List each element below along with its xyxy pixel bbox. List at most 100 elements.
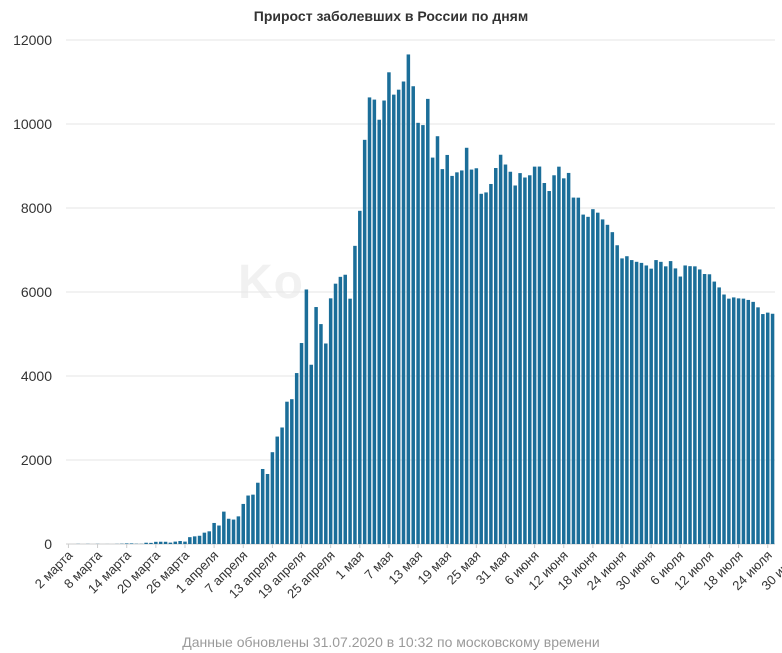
bar[interactable] (144, 542, 148, 544)
bar[interactable] (756, 307, 760, 544)
bar[interactable] (207, 531, 212, 544)
bar[interactable] (600, 219, 605, 545)
bar[interactable] (212, 522, 216, 544)
bar[interactable] (494, 168, 498, 544)
bar[interactable] (333, 283, 338, 544)
bar[interactable] (377, 119, 381, 544)
bar[interactable] (629, 260, 634, 544)
bar[interactable] (217, 525, 221, 544)
bar[interactable] (615, 245, 619, 544)
bar[interactable] (226, 518, 231, 544)
bar[interactable] (644, 265, 649, 544)
bar[interactable] (518, 173, 522, 544)
bar[interactable] (173, 541, 178, 544)
bar[interactable] (168, 542, 173, 544)
bar[interactable] (416, 122, 420, 544)
bar[interactable] (256, 482, 260, 544)
bar[interactable] (693, 266, 697, 544)
bar[interactable] (241, 503, 246, 544)
bar[interactable] (591, 209, 595, 544)
bar[interactable] (625, 256, 629, 544)
bar[interactable] (401, 81, 406, 545)
bar[interactable] (765, 312, 770, 544)
bar[interactable] (542, 183, 547, 544)
bar[interactable] (328, 298, 333, 544)
bar[interactable] (445, 154, 449, 544)
bar[interactable] (722, 294, 726, 544)
bar[interactable] (727, 298, 731, 544)
bar[interactable] (367, 97, 372, 544)
bar[interactable] (197, 535, 202, 544)
bar[interactable] (552, 175, 556, 544)
bar[interactable] (183, 541, 187, 544)
bar[interactable] (770, 313, 775, 544)
bar[interactable] (610, 232, 615, 544)
bar[interactable] (513, 185, 517, 545)
bar[interactable] (634, 261, 639, 544)
bar[interactable] (746, 299, 751, 544)
bar[interactable] (309, 364, 313, 544)
bar[interactable] (464, 147, 469, 544)
bar[interactable] (596, 212, 600, 544)
bar[interactable] (450, 175, 454, 544)
bar[interactable] (668, 261, 673, 544)
bar[interactable] (290, 399, 294, 544)
bar[interactable] (188, 537, 192, 544)
bar[interactable] (489, 183, 493, 545)
bar[interactable] (324, 343, 328, 544)
bar[interactable] (231, 519, 236, 544)
bar[interactable] (294, 373, 299, 544)
bar[interactable] (178, 541, 182, 544)
bar[interactable] (581, 214, 585, 544)
bar[interactable] (382, 100, 386, 545)
bar[interactable] (396, 89, 401, 544)
bar[interactable] (280, 427, 284, 544)
bar[interactable] (392, 94, 396, 544)
bar[interactable] (455, 172, 459, 544)
bar[interactable] (163, 541, 168, 544)
bar[interactable] (479, 193, 483, 545)
bar[interactable] (523, 177, 527, 544)
bar[interactable] (222, 511, 226, 544)
bar[interactable] (236, 516, 241, 544)
bar[interactable] (678, 276, 683, 544)
bar[interactable] (192, 536, 197, 544)
bar[interactable] (736, 298, 741, 544)
bar[interactable] (129, 543, 134, 544)
bar[interactable] (537, 166, 542, 545)
bar[interactable] (246, 495, 250, 544)
bar[interactable] (430, 157, 435, 544)
bar[interactable] (362, 139, 367, 544)
bar[interactable] (761, 314, 765, 544)
bar[interactable] (741, 298, 746, 544)
bar[interactable] (338, 276, 343, 544)
bar[interactable] (707, 274, 712, 544)
bar[interactable] (202, 532, 207, 544)
bar[interactable] (508, 171, 513, 544)
bar[interactable] (474, 168, 479, 544)
bar[interactable] (547, 191, 551, 544)
bar[interactable] (571, 197, 576, 544)
bar[interactable] (469, 169, 474, 544)
bar[interactable] (605, 224, 610, 545)
bar[interactable] (265, 473, 270, 544)
bar[interactable] (557, 166, 561, 545)
bar[interactable] (440, 169, 445, 545)
bar[interactable] (712, 281, 717, 544)
bar[interactable] (654, 260, 658, 544)
bar[interactable] (124, 543, 129, 544)
bar[interactable] (688, 266, 692, 544)
bar[interactable] (251, 494, 255, 544)
bar[interactable] (683, 265, 687, 544)
bar[interactable] (304, 289, 309, 544)
bar[interactable] (343, 274, 347, 544)
bar[interactable] (566, 172, 571, 544)
bar[interactable] (697, 269, 702, 544)
bar[interactable] (532, 166, 537, 544)
bar[interactable] (149, 542, 153, 544)
bar[interactable] (285, 401, 289, 544)
bar[interactable] (562, 178, 566, 544)
bar[interactable] (659, 261, 663, 544)
bar[interactable] (299, 343, 304, 544)
bar[interactable] (406, 54, 411, 544)
